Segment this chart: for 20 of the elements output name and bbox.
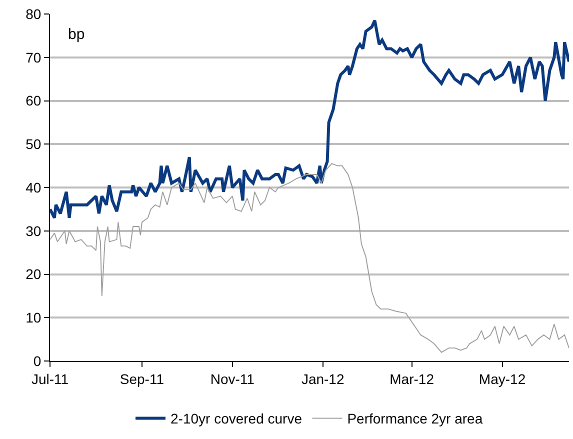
annotation: bp bbox=[68, 26, 85, 43]
legend-label: 2-10yr covered curve bbox=[170, 410, 302, 427]
y-tick-label: 10 bbox=[26, 310, 42, 326]
x-tick-label: Nov-11 bbox=[210, 370, 255, 387]
x-tick-label: Sep-11 bbox=[120, 370, 164, 387]
x-tick-label: May-12 bbox=[478, 370, 526, 387]
y-tick-label: 60 bbox=[26, 92, 42, 109]
y-tick-label: 70 bbox=[26, 49, 42, 66]
y-tick-label: 0 bbox=[33, 352, 42, 369]
line-series bbox=[50, 19, 569, 220]
x-tick-label: Jul-11 bbox=[31, 370, 69, 387]
y-tick-label: 30 bbox=[26, 222, 42, 239]
y-tick-label: 40 bbox=[26, 179, 42, 196]
line-series bbox=[50, 163, 569, 353]
y-tick-label: 20 bbox=[26, 266, 42, 282]
legend-label: Performance 2yr area bbox=[347, 410, 483, 427]
x-tick-label: Jan-12 bbox=[301, 370, 344, 387]
y-tick-label: 50 bbox=[26, 136, 42, 152]
x-tick-label: Mar-12 bbox=[390, 370, 434, 387]
y-tick-label: 80 bbox=[26, 6, 42, 22]
